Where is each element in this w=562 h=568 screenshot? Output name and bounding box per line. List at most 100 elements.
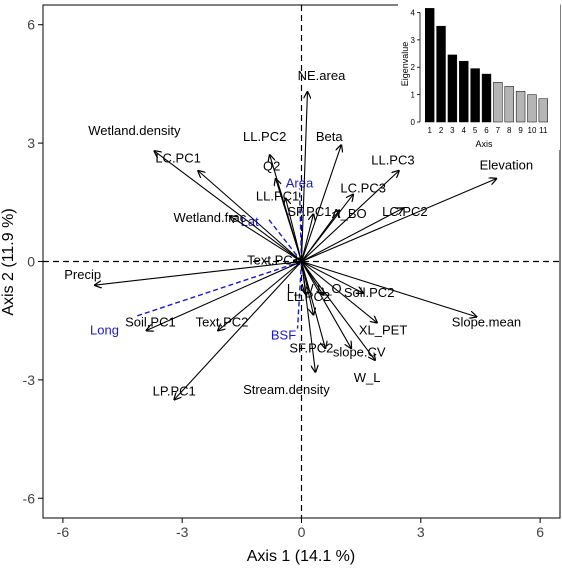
inset-bar-4 (459, 60, 469, 123)
vector-soil-pc2-16 (301, 261, 364, 294)
inset-y-tick-label: 2 (411, 63, 416, 72)
vector-xl-pet-21 (301, 261, 378, 323)
inset-x-tick-label: 11 (539, 126, 548, 135)
inset-bar-9 (515, 91, 526, 123)
x-axis-title: Axis 1 (14.1 %) (247, 548, 355, 565)
x-axis-ticks: -6 -3 0 3 6 (57, 518, 544, 540)
vector-label-lc-pc3-8: LC.PC3 (340, 180, 386, 195)
vector-ne-area-0 (300, 92, 308, 262)
vector-label-sf-pc2-24: SF.PC2 (289, 340, 333, 355)
vector-soil-pc1-22 (146, 260, 302, 331)
inset-bar-2 (436, 25, 446, 123)
vector-label-ll-pc3-5: LL.PC3 (371, 153, 414, 168)
passive-vector-lat (267, 217, 303, 262)
vector-label-slope-cv-25: slope.CV (333, 344, 386, 359)
y-tick-label: -6 (23, 490, 36, 506)
reference-lines (43, 5, 560, 518)
vector-label-ll-pc2-2: LL.PC2 (243, 129, 286, 144)
passive-vector-label-bsf: BSF (271, 328, 296, 343)
inset-x-tick-label: 1 (427, 126, 432, 135)
inset-x-tick-label: 5 (473, 126, 478, 135)
inset-y-axis-title: Eigenvalue (400, 42, 410, 87)
vector-slope-mean-19 (301, 260, 477, 317)
vector-ll-pc3-5 (301, 171, 399, 262)
inset-bar-11 (538, 98, 548, 123)
inset-x-tick-label: 9 (518, 126, 523, 135)
inset-x-axis-title: Axis (475, 139, 493, 149)
vector-slope-cv-25 (301, 261, 352, 349)
vector-label-soil-pc1-22: Soil.PC1 (125, 315, 176, 330)
vector-label-lc-pc2-11: LC.PC2 (382, 204, 428, 219)
vector-label-stream-density-27: Stream.density (243, 382, 330, 397)
vector-label-text-pc1-14: Text.PC1 (247, 253, 300, 268)
vector-label-wetland-density-1: Wetland.density (88, 123, 181, 138)
y-axis-title: Axis 2 (11.9 %) (0, 208, 17, 315)
vector-w-l-26 (301, 261, 376, 361)
vector-label-lp-pc1-28: LP.PC1 (153, 384, 196, 399)
x-tick-label: 0 (298, 524, 306, 540)
vector-label-elevation-6: Elevation (480, 158, 533, 173)
x-tick-label: 6 (536, 524, 544, 540)
vector-text-pc2-23 (218, 261, 302, 331)
vector-label-soil-pc2-16: Soil.PC2 (344, 285, 395, 300)
inset-bar-6 (481, 73, 492, 123)
vector-sf-pc2-24 (300, 261, 326, 349)
vector-elevation-6 (301, 179, 497, 263)
inset-y-tick-label: 3 (411, 36, 416, 45)
y-tick-label: 3 (27, 135, 35, 151)
inset-bar-1 (425, 8, 435, 123)
y-tick-label: 6 (27, 17, 35, 33)
passive-vector-label-long: Long (90, 323, 119, 338)
vector-label-l-o-18: L_O (317, 281, 342, 296)
passive-vector-long (134, 260, 302, 318)
y-axis-ticks: -6 -3 0 3 6 (23, 17, 43, 506)
vector-label-precip-15: Precip (64, 267, 101, 282)
inset-y-tick-label: 1 (411, 91, 416, 100)
inset-x-tick-label: 6 (484, 126, 489, 135)
inset-bars: 1 2 3 4 5 6 7 8 9 10 11 (425, 8, 548, 135)
inset-x-tick-label: 7 (496, 126, 501, 135)
vector-label-beta-4: Beta (316, 129, 344, 144)
vector-label-a-bo-10: A_BO (332, 206, 367, 221)
vector-label-sf-pc1-12: SF.PC1 (287, 204, 331, 219)
y-tick-label: 0 (27, 254, 35, 270)
vector-label-text-pc2-23: Text.PC2 (196, 315, 249, 330)
passive-vector-area (298, 188, 303, 262)
inset-axes: 0 1 2 3 4 (411, 8, 421, 127)
inset-x-tick-label: 2 (439, 126, 444, 135)
vector-wetland-frac-13 (230, 216, 302, 262)
vector-a-bo-10 (301, 210, 340, 262)
inset-y-tick-label: 0 (411, 118, 416, 127)
inset-x-tick-label: 3 (450, 126, 455, 135)
vector-label-slope-mean-19: Slope.mean (452, 315, 521, 330)
vector-label-q2-3: Q2 (263, 159, 280, 174)
x-tick-label: -3 (176, 524, 189, 540)
passive-vector-bsf (296, 261, 303, 329)
vector-beta-4 (300, 145, 342, 262)
vector-group: NE.area Wetland.density LL.PC2 Q2 Beta LL.PC3… (64, 68, 533, 400)
vector-lc-pc2-11 (301, 208, 403, 262)
vector-label-lc-pc1-7: LC.PC1 (155, 151, 201, 166)
vector-lp-pc1-28 (174, 261, 302, 400)
vector-precip-15 (95, 260, 302, 286)
x-tick-label: -6 (57, 524, 70, 540)
vector-label-ne-area-0: NE.area (298, 68, 346, 83)
vector-label-ll-pc1-9: LL.PC1 (256, 188, 299, 203)
y-tick-label: -3 (23, 372, 36, 388)
vector-label-xl-pet-21: XL_PET (359, 323, 407, 338)
vector-wetland-density-1 (154, 151, 302, 262)
vector-lc-pc1-7 (198, 171, 302, 262)
inset-y-tick-label: 4 (411, 8, 416, 17)
inset-x-tick-label: 8 (507, 126, 512, 135)
vector-q2-3 (276, 179, 303, 262)
inset-bar-3 (447, 54, 458, 123)
inset-x-tick-label: 4 (462, 126, 467, 135)
inset-bar-10 (527, 94, 537, 123)
vector-label-w-l-26: W_L (354, 370, 381, 385)
vector-label-wetland-frac-13: Wetland.frac (174, 210, 247, 225)
inset-x-tick-label: 10 (528, 126, 537, 135)
